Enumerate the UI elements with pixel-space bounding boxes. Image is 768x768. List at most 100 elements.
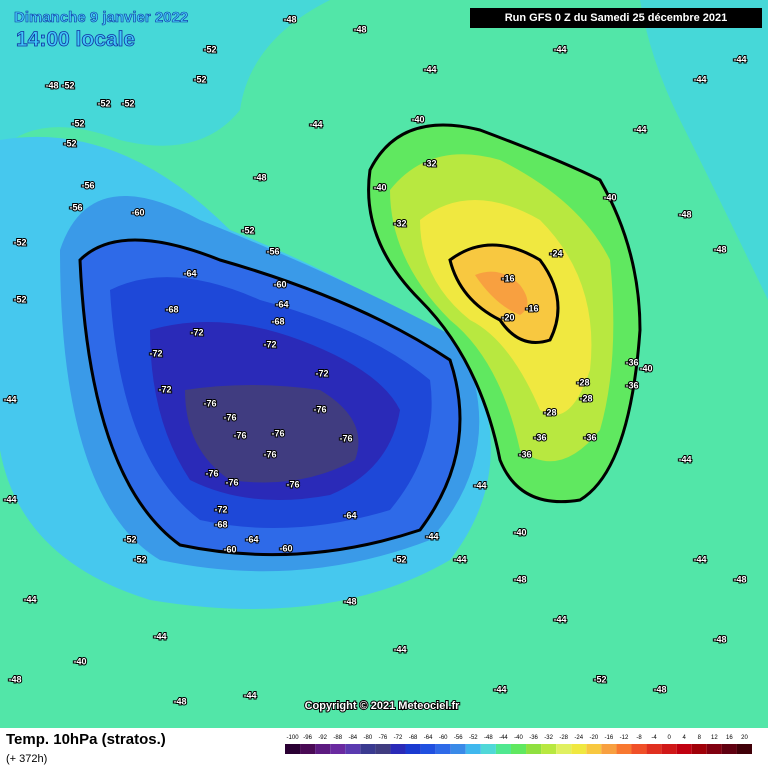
contour-label: -52 bbox=[63, 138, 76, 148]
copyright: Copyright © 2021 Meteociel.fr bbox=[305, 700, 461, 712]
contour-label: -44 bbox=[393, 644, 406, 654]
scale-label: 8 bbox=[698, 735, 702, 741]
scale-swatch bbox=[315, 744, 331, 754]
run-info: Run GFS 0 Z du Samedi 25 décembre 2021 bbox=[505, 12, 728, 24]
contour-label: -52 bbox=[13, 294, 26, 304]
contour-label: -44 bbox=[425, 531, 438, 541]
contour-label: -56 bbox=[266, 246, 279, 256]
scale-swatch bbox=[420, 744, 436, 754]
contour-label: -36 bbox=[533, 432, 546, 442]
scale-label: -24 bbox=[574, 735, 583, 741]
scale-swatch bbox=[706, 744, 722, 754]
contour-label: -16 bbox=[501, 273, 514, 283]
contour-label: -52 bbox=[193, 74, 206, 84]
scale-label: -36 bbox=[529, 735, 538, 741]
contour-label: -40 bbox=[73, 656, 86, 666]
contour-label: -76 bbox=[203, 398, 216, 408]
contour-label: -16 bbox=[525, 303, 538, 313]
scale-label: -32 bbox=[544, 735, 553, 741]
scale-swatch bbox=[300, 744, 316, 754]
scale-swatch bbox=[541, 744, 557, 754]
region bbox=[475, 271, 528, 315]
contour-label: -36 bbox=[625, 357, 638, 367]
contour-label: -44 bbox=[678, 454, 691, 464]
scale-label: -4 bbox=[651, 735, 657, 741]
contour-label: -44 bbox=[493, 684, 506, 694]
contour-label: -48 bbox=[678, 209, 691, 219]
contour-label: -76 bbox=[313, 404, 326, 414]
scale-swatch bbox=[390, 744, 406, 754]
contour-label: -64 bbox=[183, 268, 196, 278]
contour-label: -48 bbox=[45, 80, 58, 90]
contour-label: -44 bbox=[693, 74, 706, 84]
contour-label: -52 bbox=[393, 554, 406, 564]
contour-label: -48 bbox=[653, 684, 666, 694]
scale-swatch bbox=[556, 744, 572, 754]
scale-label: -16 bbox=[605, 735, 614, 741]
scale-label: -88 bbox=[333, 735, 342, 741]
scale-label: -8 bbox=[636, 735, 642, 741]
scale-label: -44 bbox=[499, 735, 508, 741]
contour-label: -72 bbox=[149, 348, 162, 358]
scale-swatch bbox=[721, 744, 737, 754]
contour-label: -64 bbox=[245, 534, 258, 544]
scale-swatch bbox=[616, 744, 632, 754]
contour-label: -48 bbox=[283, 14, 296, 24]
contour-label: -24 bbox=[549, 248, 562, 258]
contour-label: -28 bbox=[579, 393, 592, 403]
contour-label: -76 bbox=[339, 433, 352, 443]
contour-label: -60 bbox=[273, 279, 286, 289]
contour-label: -28 bbox=[576, 377, 589, 387]
contour-label: -60 bbox=[223, 544, 236, 554]
contour-label: -68 bbox=[214, 519, 227, 529]
contour-label: -52 bbox=[97, 98, 110, 108]
footer-lead: (+ 372h) bbox=[6, 753, 47, 765]
contour-label: -64 bbox=[343, 510, 356, 520]
contour-label: -28 bbox=[543, 407, 556, 417]
scale-label: -68 bbox=[409, 735, 418, 741]
scale-label: -12 bbox=[620, 735, 629, 741]
scale-label: -92 bbox=[318, 735, 327, 741]
scale-swatch bbox=[676, 744, 692, 754]
contour-label: -76 bbox=[286, 479, 299, 489]
contour-label: -44 bbox=[693, 554, 706, 564]
scale-swatch bbox=[691, 744, 707, 754]
contour-label: -68 bbox=[165, 304, 178, 314]
scale-label: 20 bbox=[741, 735, 748, 741]
contour-label: -76 bbox=[225, 477, 238, 487]
scale-label: -48 bbox=[484, 735, 493, 741]
contour-label: -64 bbox=[275, 299, 288, 309]
contour-label: -40 bbox=[373, 182, 386, 192]
contour-label: -40 bbox=[513, 527, 526, 537]
scale-label: -72 bbox=[394, 735, 403, 741]
contour-label: -48 bbox=[343, 596, 356, 606]
scale-label: 0 bbox=[667, 735, 671, 741]
contour-label: -52 bbox=[133, 554, 146, 564]
contour-label: -44 bbox=[633, 124, 646, 134]
scale-swatch bbox=[360, 744, 376, 754]
scale-label: 4 bbox=[683, 735, 687, 741]
scale-swatch bbox=[465, 744, 481, 754]
scale-swatch bbox=[586, 744, 602, 754]
contour-label: -76 bbox=[223, 412, 236, 422]
contour-label: -36 bbox=[625, 380, 638, 390]
region bbox=[640, 0, 768, 300]
scale-swatch bbox=[450, 744, 466, 754]
contour-label: -44 bbox=[553, 614, 566, 624]
contour-label: -48 bbox=[8, 674, 21, 684]
region bbox=[185, 385, 359, 483]
contour-label: -44 bbox=[553, 44, 566, 54]
scale-swatch bbox=[646, 744, 662, 754]
scale-label: 16 bbox=[726, 735, 733, 741]
contour-label: -44 bbox=[23, 594, 36, 604]
scale-swatch bbox=[480, 744, 496, 754]
contour-label: -48 bbox=[353, 24, 366, 34]
contour-label: -56 bbox=[81, 180, 94, 190]
contour-label: -72 bbox=[190, 327, 203, 337]
contour-label: -20 bbox=[501, 312, 514, 322]
contour-label: -76 bbox=[271, 428, 284, 438]
scale-swatch bbox=[571, 744, 587, 754]
contour-label: -48 bbox=[733, 574, 746, 584]
scale-label: -28 bbox=[559, 735, 568, 741]
